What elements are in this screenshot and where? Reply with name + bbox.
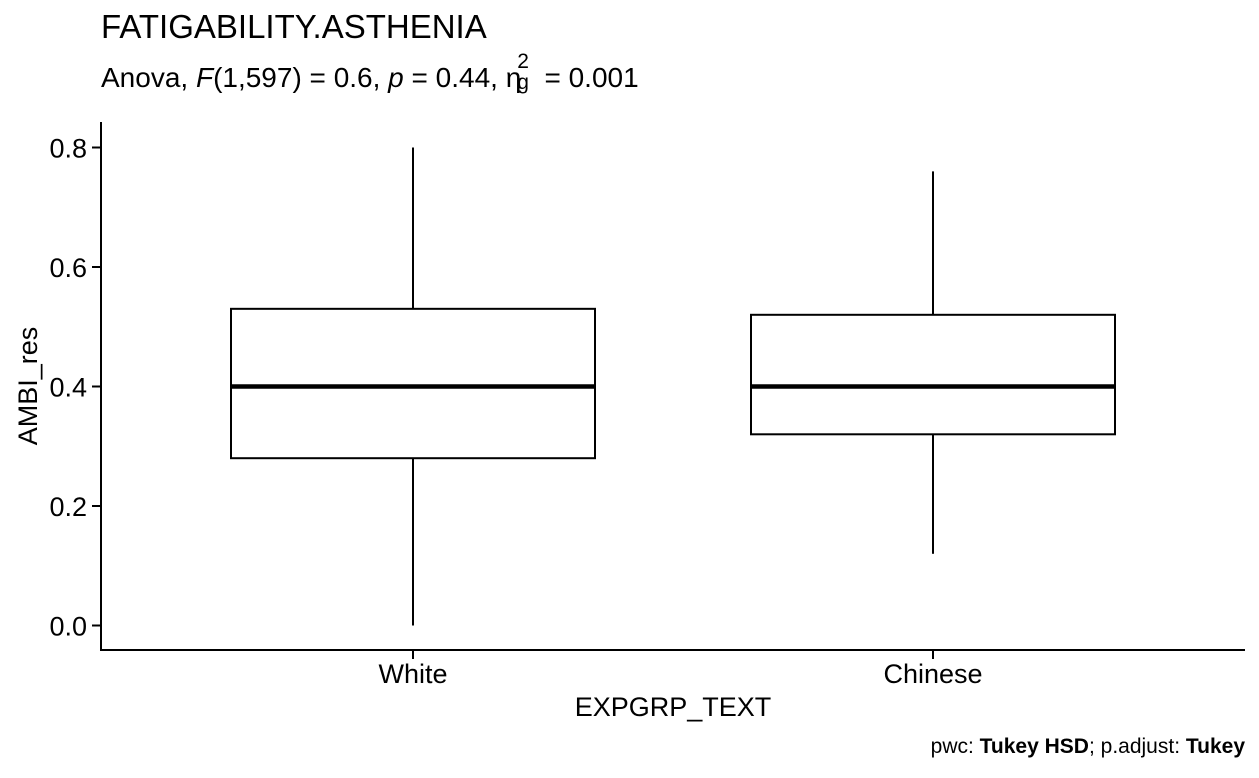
caption-adjust-value: Tukey [1185, 735, 1245, 758]
y-tick-label: 0.6 [49, 253, 87, 283]
x-tick-label: White [378, 659, 447, 689]
effect-superscript: 2 [517, 50, 529, 74]
caption-pwc-value: Tukey HSD [979, 735, 1089, 758]
y-tick-label: 0.0 [49, 612, 87, 642]
y-tick-label: 0.4 [49, 373, 87, 403]
subtitle-p-symbol: p [388, 62, 404, 93]
box-chinese [750, 171, 1116, 554]
y-axis-label: AMBI_res [13, 327, 43, 446]
y-axis-ticks: 0.0 0.2 0.4 0.6 0.8 [49, 134, 101, 642]
caption-adjust-label: ; p.adjust: [1088, 735, 1186, 758]
chart-title: FATIGABILITY.ASTHENIA [101, 8, 487, 45]
box-white [230, 147, 596, 626]
effect-symbol-glyph: η [505, 62, 522, 93]
iqr-box [230, 307, 596, 460]
subtitle-stat-symbol: F [195, 62, 214, 93]
subtitle-stat-value: (1,597) = 0.6, [213, 62, 389, 93]
subtitle-p-value: = 0.44, [403, 62, 506, 93]
effect-subscript: g [517, 71, 529, 95]
caption-pwc-label: pwc: [930, 735, 980, 758]
x-tick-label: Chinese [883, 659, 982, 689]
x-axis-ticks: White Chinese [378, 650, 983, 689]
subtitle-effect-value: = 0.001 [536, 62, 639, 93]
iqr-box [750, 313, 1116, 436]
chart-caption: pwc: Tukey HSD; p.adjust: Tukey [931, 735, 1245, 759]
x-axis-label: EXPGRP_TEXT [575, 692, 772, 722]
y-tick-label: 0.2 [49, 492, 87, 522]
subtitle-prefix: Anova, [101, 62, 196, 93]
boxes [230, 147, 1116, 626]
y-tick-label: 0.8 [49, 134, 87, 164]
